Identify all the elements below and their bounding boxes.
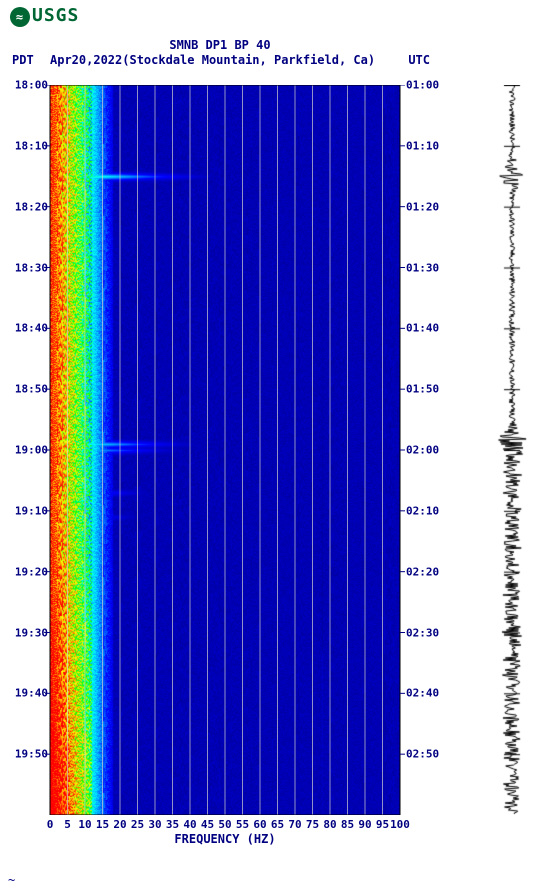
y-right-tick: 01:40 [406, 322, 446, 335]
usgs-logo: ≈USGS [10, 5, 79, 27]
x-tick: 30 [148, 818, 161, 831]
date-station: Apr20,2022(Stockdale Mountain, Parkfield… [50, 53, 375, 67]
x-tick: 15 [96, 818, 109, 831]
x-tick: 20 [113, 818, 126, 831]
y-left-tick: 19:00 [8, 444, 48, 457]
y-right-tick: 01:30 [406, 261, 446, 274]
y-left-tick: 18:10 [8, 139, 48, 152]
spectrogram-canvas [50, 85, 400, 815]
y-axis-right-utc: 01:0001:1001:2001:3001:4001:5002:0002:10… [406, 85, 446, 815]
x-tick: 85 [341, 818, 354, 831]
y-right-tick: 01:10 [406, 139, 446, 152]
x-tick: 100 [390, 818, 410, 831]
y-right-tick: 02:20 [406, 565, 446, 578]
x-tick: 60 [253, 818, 266, 831]
y-right-tick: 01:00 [406, 79, 446, 92]
x-tick: 90 [358, 818, 371, 831]
spectrogram-plot [50, 85, 400, 815]
y-left-tick: 18:00 [8, 79, 48, 92]
x-tick: 55 [236, 818, 249, 831]
y-left-tick: 18:50 [8, 383, 48, 396]
y-left-tick: 19:20 [8, 565, 48, 578]
x-axis-label: FREQUENCY (HZ) [50, 832, 400, 846]
x-tick: 10 [78, 818, 91, 831]
y-right-tick: 01:50 [406, 383, 446, 396]
y-right-tick: 01:20 [406, 200, 446, 213]
footer-mark: ~ [8, 873, 15, 887]
seismogram-panel [480, 85, 544, 815]
y-left-tick: 19:30 [8, 626, 48, 639]
y-left-tick: 18:20 [8, 200, 48, 213]
x-tick: 45 [201, 818, 214, 831]
y-right-tick: 02:10 [406, 504, 446, 517]
seismogram-canvas [480, 85, 544, 815]
y-right-tick: 02:00 [406, 444, 446, 457]
x-tick: 65 [271, 818, 284, 831]
y-left-tick: 19:10 [8, 504, 48, 517]
logo-text: USGS [32, 5, 79, 26]
y-right-tick: 02:30 [406, 626, 446, 639]
y-right-tick: 02:50 [406, 748, 446, 761]
usgs-wave-icon: ≈ [10, 7, 30, 27]
x-tick: 0 [47, 818, 54, 831]
y-right-tick: 02:40 [406, 687, 446, 700]
y-left-tick: 18:40 [8, 322, 48, 335]
y-left-tick: 19:50 [8, 748, 48, 761]
plot-title: SMNB DP1 BP 40 [0, 38, 440, 52]
y-left-tick: 18:30 [8, 261, 48, 274]
x-tick: 80 [323, 818, 336, 831]
x-tick: 70 [288, 818, 301, 831]
y-axis-left-pdt: 18:0018:1018:2018:3018:4018:5019:0019:10… [8, 85, 48, 815]
x-tick: 95 [376, 818, 389, 831]
x-tick: 40 [183, 818, 196, 831]
x-tick: 35 [166, 818, 179, 831]
left-timezone: PDT [12, 53, 34, 67]
x-tick: 25 [131, 818, 144, 831]
right-timezone: UTC [408, 53, 430, 67]
y-left-tick: 19:40 [8, 687, 48, 700]
x-tick: 50 [218, 818, 231, 831]
x-tick: 75 [306, 818, 319, 831]
x-tick: 5 [64, 818, 71, 831]
